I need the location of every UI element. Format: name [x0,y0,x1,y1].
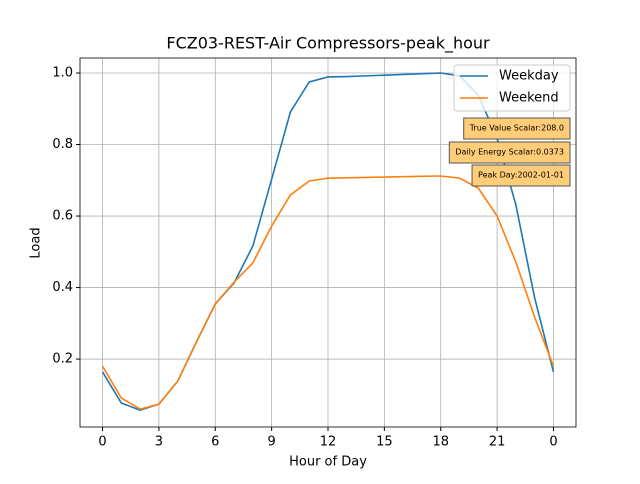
x-tick-label: 3 [155,435,163,450]
x-tick-label: 6 [211,435,219,450]
x-tick-label: 0 [549,435,557,450]
plot-frame [79,57,577,428]
x-tick-label: 21 [489,435,506,450]
y-tick-label: 0.6 [52,209,73,224]
x-tick-label: 18 [432,435,449,450]
x-tick-label: 0 [98,435,106,450]
x-tick-label: 12 [320,435,337,450]
x-axis-label: Hour of Day [289,455,367,470]
annotation-text: Peak Day:2002-01-01 [478,171,564,180]
annotation-box [448,141,571,164]
y-tick-label: 0.2 [52,352,73,367]
annotation-box [471,164,571,187]
y-tick-label: 0.8 [52,137,73,152]
annotation-box [463,117,571,140]
annotation-text: Daily Energy Scalar:0.0373 [455,148,564,157]
y-tick-label: 0.4 [52,280,73,295]
x-tick-label: 9 [267,435,275,450]
legend-label: Weekend [499,91,559,106]
x-tick-label: 15 [376,435,393,450]
y-tick-label: 1.0 [52,66,73,81]
series-line [101,175,555,410]
annotation-text: True Value Scalar:208.0 [469,124,564,133]
y-axis-label: Load [29,227,44,258]
legend-label: Weekday [499,69,559,84]
chart-title: FCZ03-REST-Air Compressors-peak_hour [166,34,490,54]
